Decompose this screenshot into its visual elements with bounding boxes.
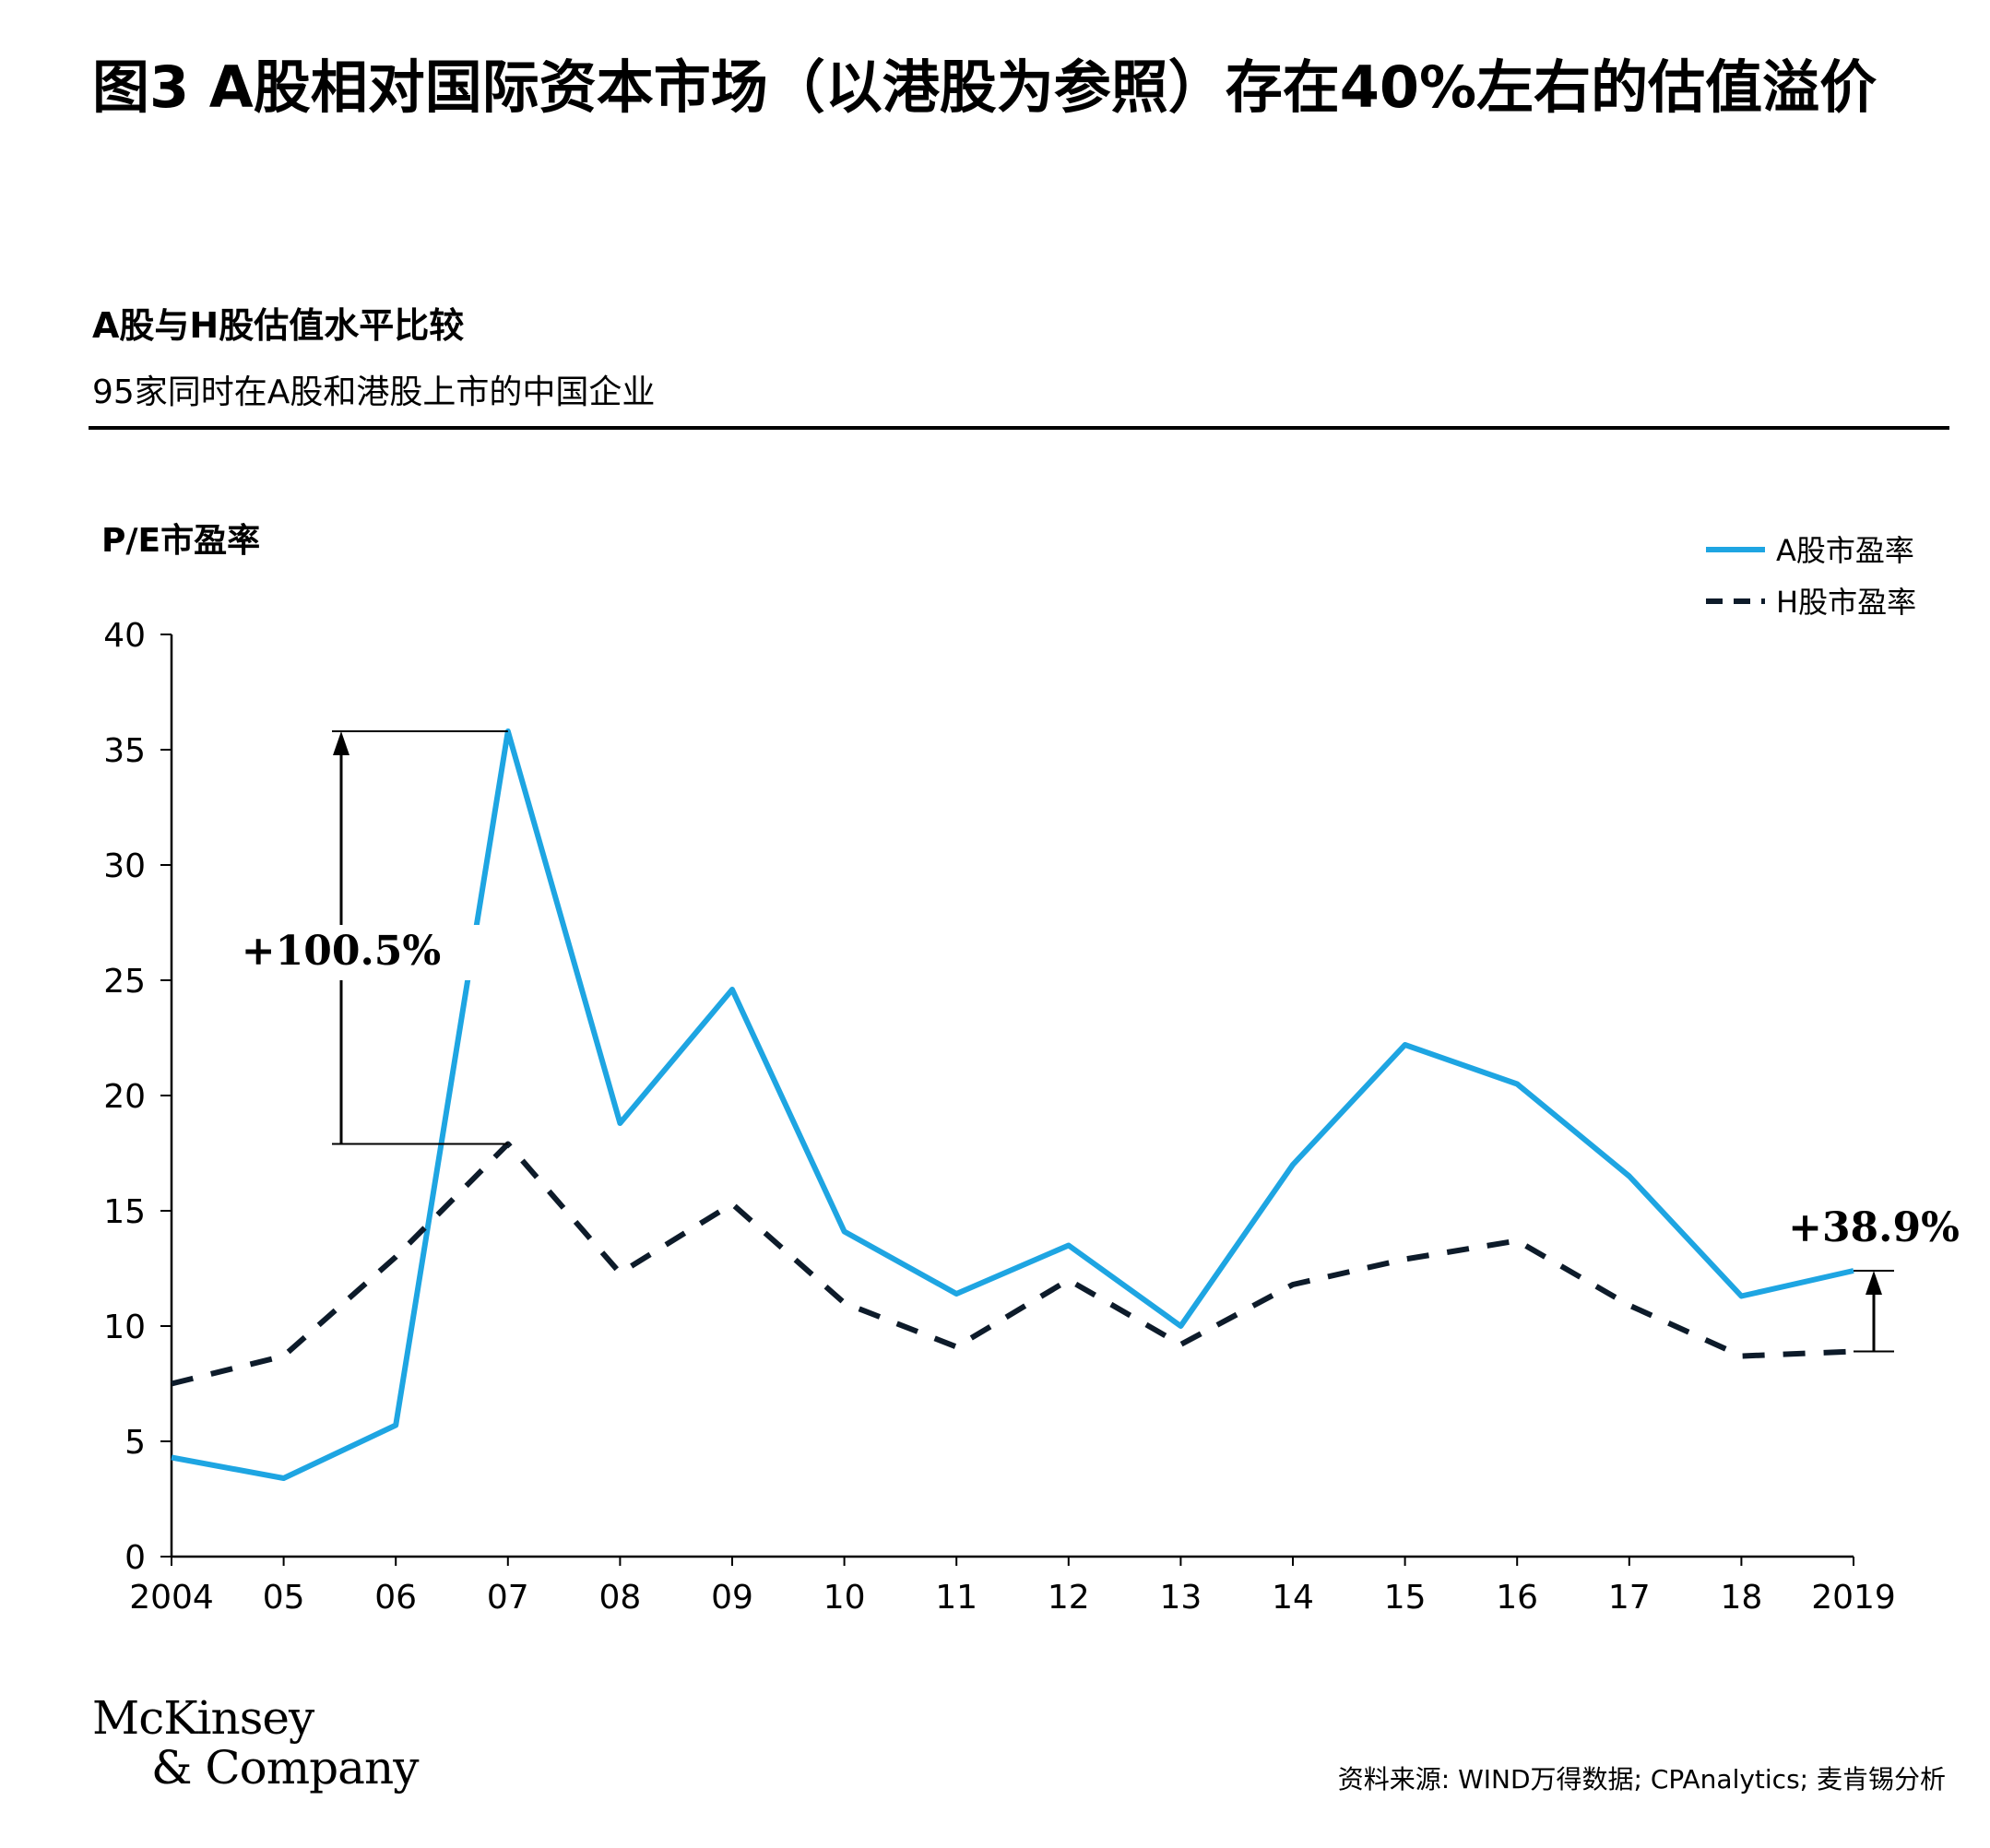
- arrow-head: [333, 731, 349, 755]
- y-tick-label: 20: [103, 1078, 146, 1116]
- y-axis-label: P/E市盈率: [101, 522, 260, 560]
- y-tick-label: 5: [124, 1424, 146, 1462]
- y-tick-label: 35: [103, 732, 146, 770]
- legend-label: H股市盈率: [1776, 585, 1916, 620]
- x-tick-label: 10: [823, 1579, 866, 1617]
- annotation-label-1: +100.5%: [242, 928, 441, 975]
- source-note: 资料来源: WIND万得数据; CPAnalytics; 麦肯锡分析: [1337, 1764, 1946, 1795]
- series-line-1: [171, 1141, 1854, 1387]
- series-line-0: [171, 729, 1854, 1481]
- x-tick-label: 08: [598, 1579, 641, 1617]
- x-tick-label: 17: [1608, 1579, 1651, 1617]
- y-tick-label: 40: [103, 617, 146, 655]
- chart-description: 95家同时在A股和港股上市的中国企业: [92, 373, 656, 411]
- x-tick-label: 06: [374, 1579, 417, 1617]
- annotation-label-bg: [238, 925, 480, 980]
- y-tick-label: 15: [103, 1193, 146, 1231]
- x-tick-label: 14: [1272, 1579, 1314, 1617]
- x-tick-label: 05: [263, 1579, 305, 1617]
- series-layer: [171, 729, 1854, 1481]
- logo-line-2: & Company: [151, 1741, 419, 1795]
- y-tick-label: 10: [103, 1309, 146, 1346]
- annotation-label-2: +38.9%: [1788, 1204, 1960, 1251]
- x-tick-label: 07: [487, 1579, 529, 1617]
- header-divider: [89, 426, 1949, 430]
- x-tick-label: 09: [711, 1579, 753, 1617]
- x-tick-label: 13: [1159, 1579, 1202, 1617]
- annotations: +100.5% +38.9%: [238, 730, 1960, 1353]
- x-tick-label: 11: [935, 1579, 977, 1617]
- x-tick-label: 12: [1048, 1579, 1090, 1617]
- x-tick-label: 2019: [1811, 1579, 1896, 1617]
- x-tick-label: 2004: [129, 1579, 214, 1617]
- legend-label: A股市盈率: [1776, 533, 1914, 568]
- y-tick-label: 0: [124, 1539, 146, 1577]
- y-tick-label: 30: [103, 847, 146, 885]
- mckinsey-logo: McKinsey & Company: [92, 1691, 419, 1795]
- legend: A股市盈率 H股市盈率: [1706, 533, 1916, 620]
- page-title: 图3 A股相对国际资本市场（以港股为参照）存在40%左右的估值溢价: [92, 53, 1877, 121]
- x-tick-label: 18: [1720, 1579, 1762, 1617]
- logo-line-1: McKinsey: [92, 1691, 314, 1745]
- chart-subtitle: A股与H股估值水平比较: [92, 305, 465, 346]
- x-tick-label: 15: [1384, 1579, 1427, 1617]
- x-tick-label: 16: [1496, 1579, 1538, 1617]
- arrow-head: [1866, 1271, 1882, 1295]
- y-tick-label: 25: [103, 963, 146, 1001]
